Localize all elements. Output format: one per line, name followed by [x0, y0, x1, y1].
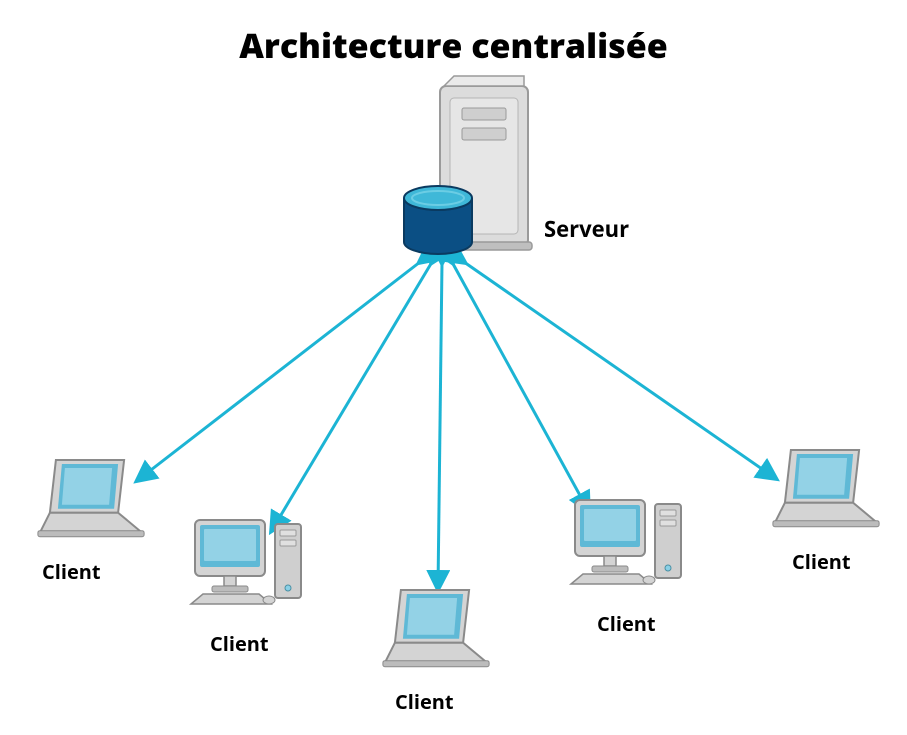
connection-arrows — [138, 262, 775, 588]
client-icons — [38, 450, 879, 667]
server-icon — [404, 76, 532, 254]
diagram-title: Architecture centralisée — [0, 22, 907, 68]
client-label-2: Client — [395, 688, 454, 715]
client-label-0: Client — [42, 558, 101, 585]
client-label-4: Client — [792, 548, 851, 575]
client-label-1: Client — [210, 630, 269, 657]
server-label: Serveur — [544, 214, 629, 244]
diagram-canvas — [0, 0, 907, 735]
client-label-3: Client — [597, 610, 656, 637]
